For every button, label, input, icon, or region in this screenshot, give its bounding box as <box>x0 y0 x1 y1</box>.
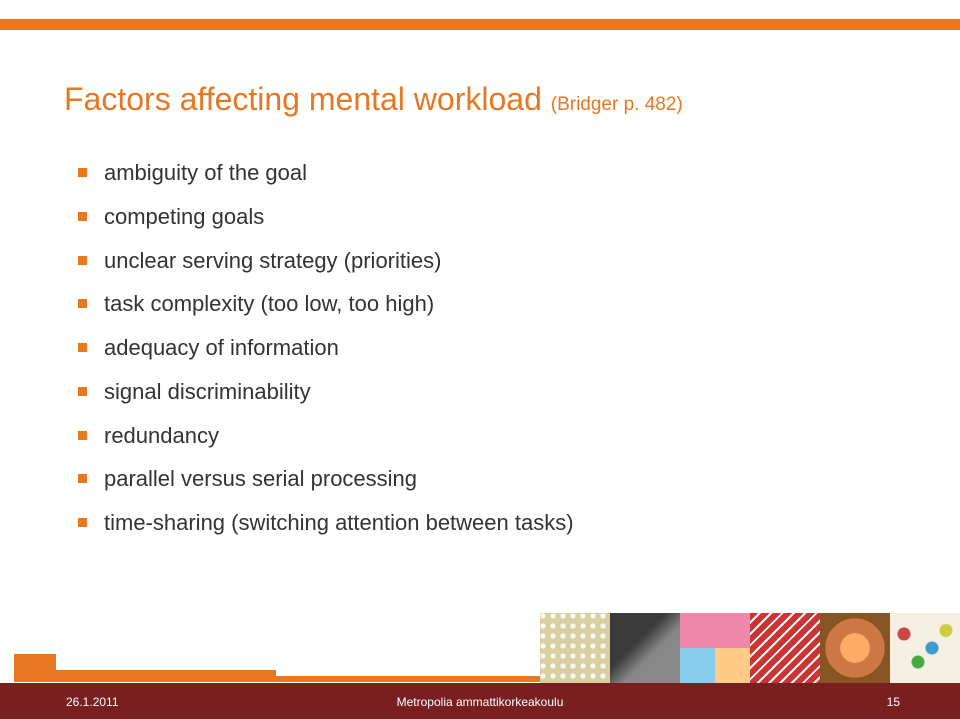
list-item: time-sharing (switching attention betwee… <box>78 508 896 538</box>
top-accent-bar <box>0 19 960 30</box>
list-item: signal discriminability <box>78 377 896 407</box>
slide: Factors affecting mental workload (Bridg… <box>0 0 960 719</box>
title-main: Factors affecting mental workload <box>64 81 551 117</box>
slide-title: Factors affecting mental workload (Bridg… <box>64 80 896 118</box>
swatch-icon <box>750 613 820 683</box>
swatch-icon <box>540 613 610 683</box>
list-item: task complexity (too low, too high) <box>78 289 896 319</box>
footer-band: 26.1.2011 Metropolia ammattikorkeakoulu … <box>0 683 960 719</box>
slide-footer: 26.1.2011 Metropolia ammattikorkeakoulu … <box>0 649 960 719</box>
list-item: ambiguity of the goal <box>78 158 896 188</box>
bullet-list: ambiguity of the goal competing goals un… <box>78 158 896 537</box>
list-item: redundancy <box>78 421 896 451</box>
list-item: unclear serving strategy (priorities) <box>78 246 896 276</box>
footer-swatches <box>540 613 960 683</box>
footer-accent-block <box>14 654 56 682</box>
swatch-icon <box>610 613 680 683</box>
list-item: parallel versus serial processing <box>78 464 896 494</box>
list-item: adequacy of information <box>78 333 896 363</box>
slide-content: Factors affecting mental workload (Bridg… <box>64 80 896 552</box>
swatch-icon <box>820 613 890 683</box>
swatch-icon <box>890 613 960 683</box>
footer-page-number: 15 <box>887 695 900 709</box>
list-item: competing goals <box>78 202 896 232</box>
swatch-icon <box>680 613 750 683</box>
footer-accent-thick <box>56 670 276 682</box>
title-sub: (Bridger p. 482) <box>551 94 683 115</box>
footer-org: Metropolia ammattikorkeakoulu <box>0 695 960 709</box>
